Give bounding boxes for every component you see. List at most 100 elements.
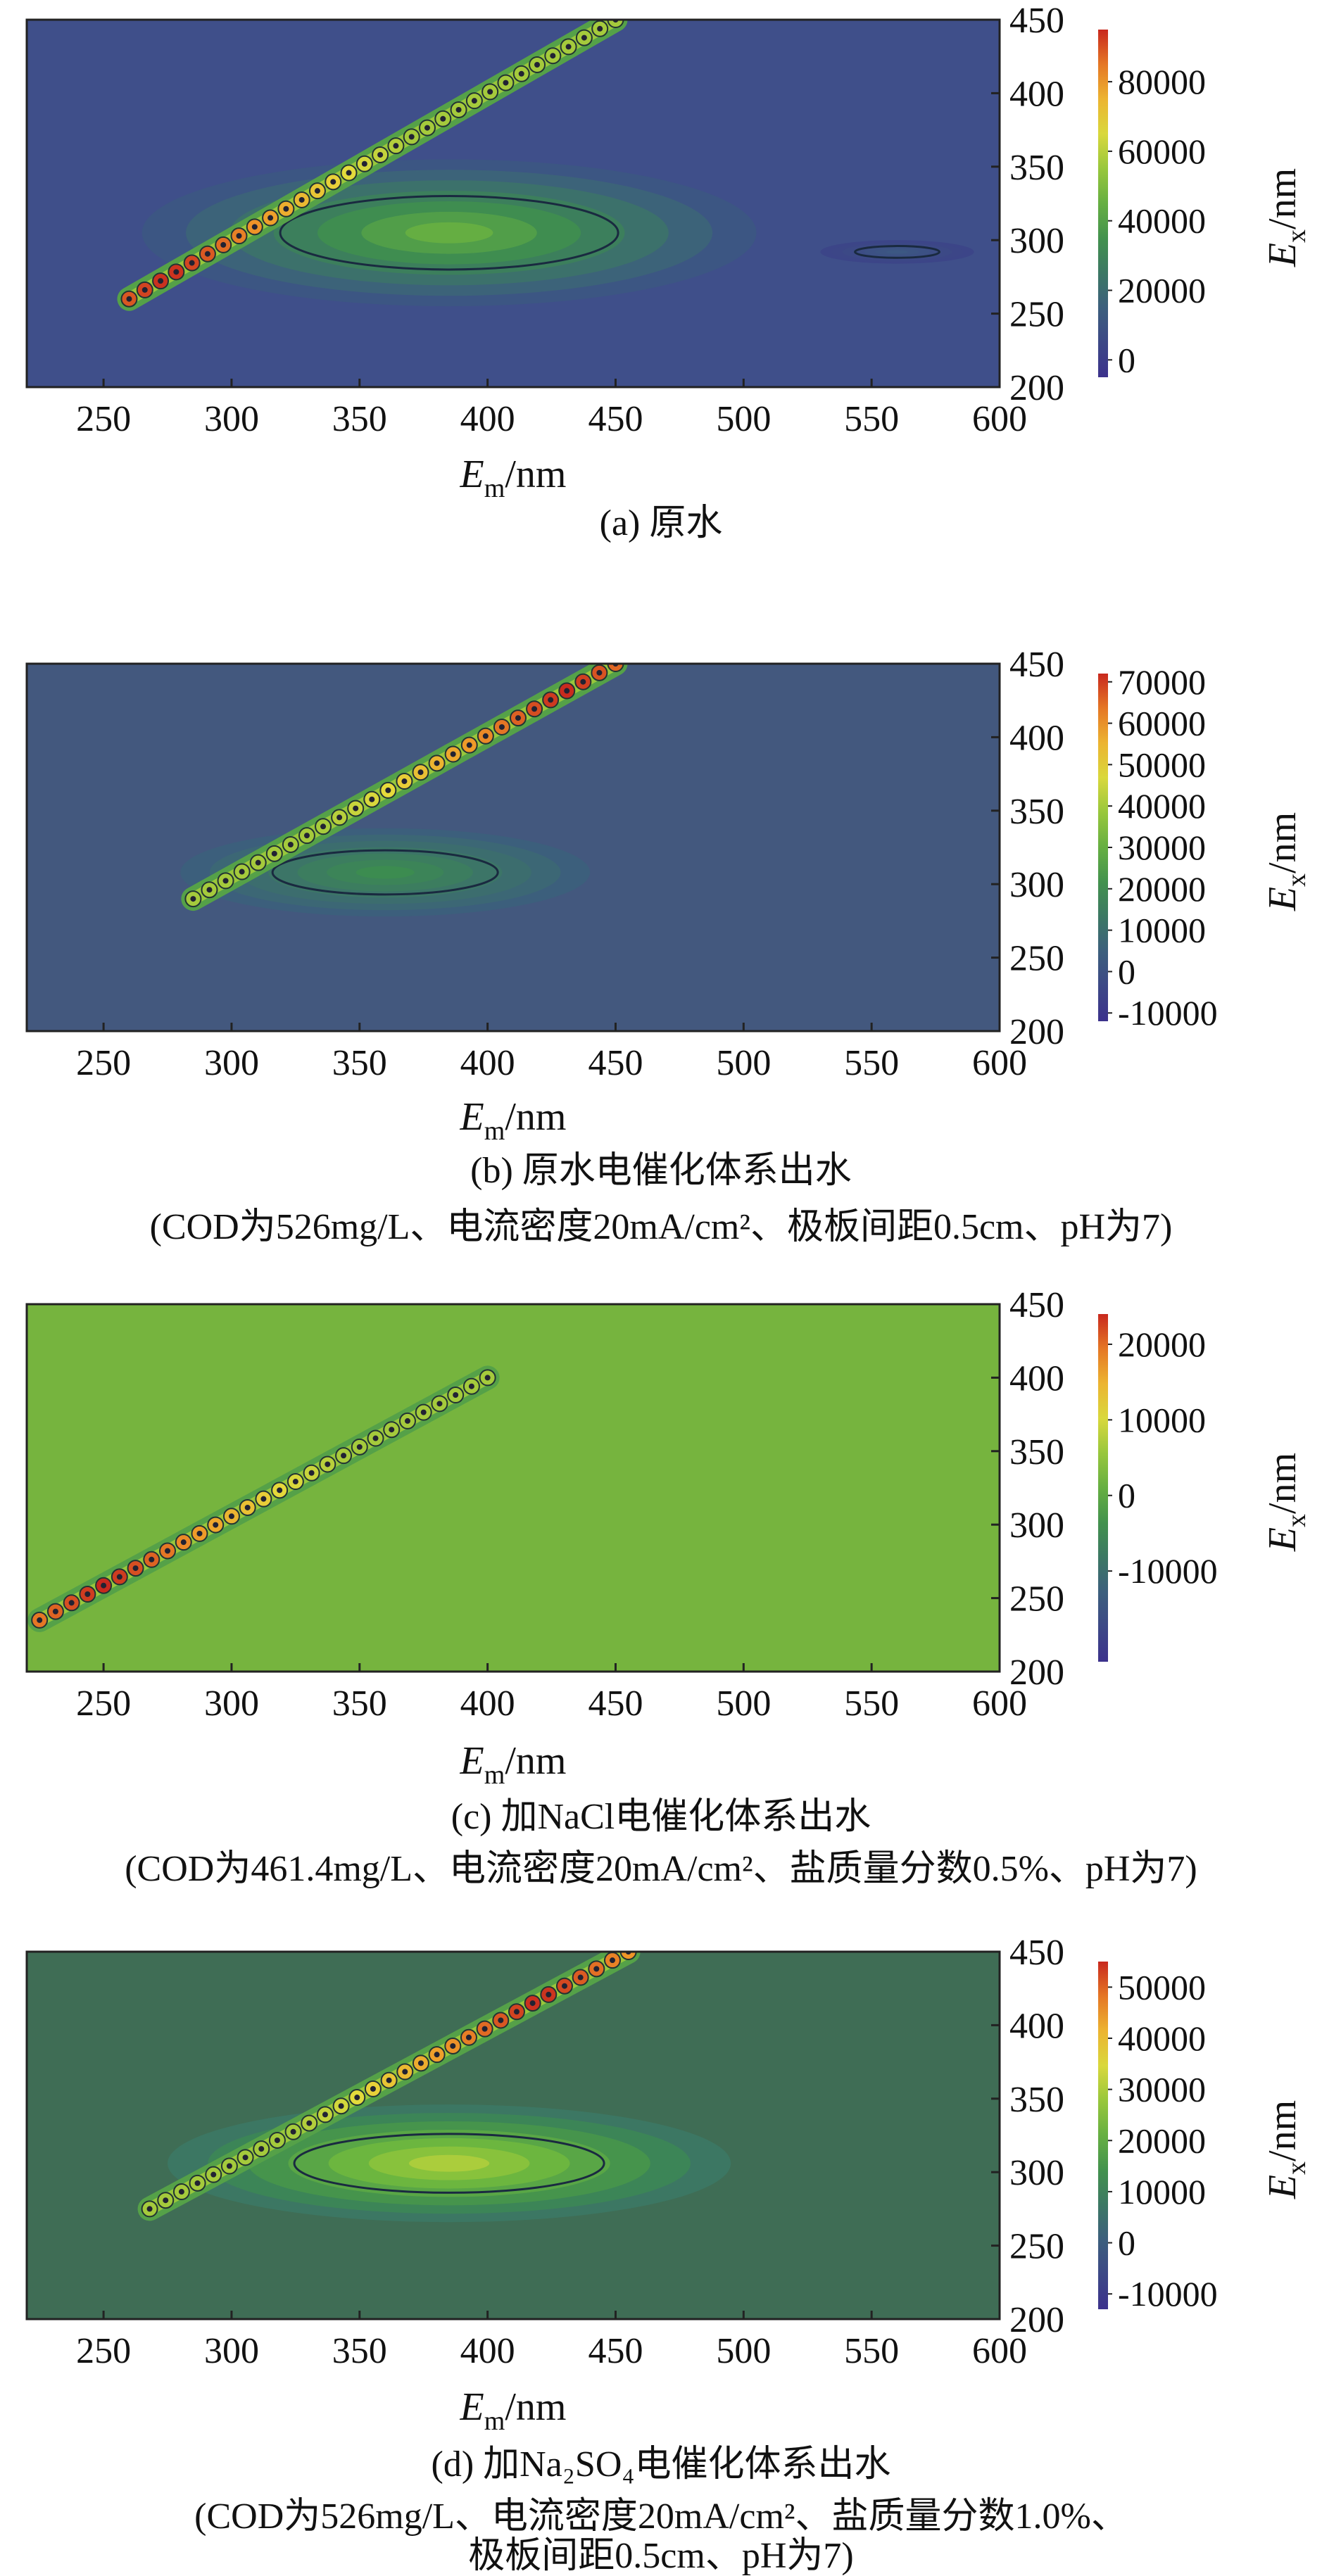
peak-contour bbox=[405, 222, 493, 244]
rayleigh-bead-core bbox=[346, 170, 352, 176]
rayleigh-bead-core bbox=[564, 688, 570, 694]
x-axis-label: Em/nm bbox=[460, 453, 567, 503]
rayleigh-bead-core bbox=[361, 160, 367, 167]
y-tick-label: 400 bbox=[1009, 1358, 1064, 1399]
rayleigh-bead-core bbox=[434, 760, 440, 766]
panel-caption: (a) 原水 bbox=[600, 503, 723, 543]
y-axis-label: Ex/nm bbox=[1261, 168, 1311, 267]
rayleigh-bead-core bbox=[190, 896, 196, 902]
rayleigh-bead bbox=[607, 664, 624, 672]
rayleigh-bead-core bbox=[251, 224, 258, 230]
rayleigh-bead-core bbox=[565, 44, 572, 50]
panel-caption-conditions: 极板间距0.5cm、pH为7) bbox=[468, 2536, 853, 2576]
y-tick-label: 350 bbox=[1009, 792, 1064, 832]
rayleigh-bead-core bbox=[546, 1991, 552, 1997]
rayleigh-bead-core bbox=[322, 2111, 328, 2118]
x-tick-label: 250 bbox=[76, 399, 131, 439]
colorbar-tick-label: 20000 bbox=[1118, 271, 1206, 310]
rayleigh-bead-core bbox=[609, 1957, 615, 1964]
y-tick-label: 200 bbox=[1009, 1653, 1064, 1693]
rayleigh-bead-core bbox=[354, 2095, 360, 2101]
y-tick-label: 250 bbox=[1009, 939, 1064, 979]
rayleigh-bead-core bbox=[330, 179, 336, 185]
y-tick-label: 300 bbox=[1009, 865, 1064, 905]
rayleigh-bead-core bbox=[210, 2171, 217, 2178]
plot-area bbox=[137, 1952, 731, 2223]
colorbar-tick-label: 80000 bbox=[1118, 62, 1206, 101]
panel-caption: (b) 原水电催化体系出水 bbox=[470, 1151, 852, 1191]
rayleigh-bead-core bbox=[481, 2026, 488, 2032]
y-tick-label: 200 bbox=[1009, 1012, 1064, 1052]
y-tick-label: 300 bbox=[1009, 221, 1064, 261]
colorbar bbox=[1098, 30, 1108, 377]
x-tick-label: 550 bbox=[844, 1684, 899, 1724]
rayleigh-bead-core bbox=[228, 1513, 234, 1520]
x-tick-label: 500 bbox=[716, 399, 771, 439]
peak-contour-line bbox=[293, 2133, 605, 2194]
colorbar-tick-label: 10000 bbox=[1118, 1400, 1206, 1439]
rayleigh-bead-core bbox=[453, 1392, 459, 1399]
rayleigh-bead-core bbox=[404, 1418, 410, 1424]
y-tick-label: 200 bbox=[1009, 2300, 1064, 2340]
rayleigh-bead-core bbox=[271, 850, 277, 857]
rayleigh-bead-core bbox=[242, 2154, 248, 2161]
rayleigh-bead-core bbox=[292, 1479, 298, 1485]
x-tick-label: 300 bbox=[204, 1043, 259, 1083]
rayleigh-bead-core bbox=[163, 2197, 169, 2204]
x-tick-label: 450 bbox=[588, 2331, 643, 2371]
rayleigh-bead-core bbox=[222, 878, 229, 884]
y-tick-label: 450 bbox=[1009, 1285, 1064, 1325]
x-tick-label: 300 bbox=[204, 1684, 259, 1724]
rayleigh-bead-core bbox=[561, 1983, 567, 1989]
rayleigh-bead-core bbox=[450, 2043, 456, 2049]
y-tick-label: 450 bbox=[1009, 645, 1064, 685]
rayleigh-bead-core bbox=[303, 833, 310, 839]
peak-contour bbox=[886, 250, 909, 254]
rayleigh-bead-core bbox=[255, 859, 261, 866]
rayleigh-bead-core bbox=[498, 724, 505, 730]
rayleigh-bead-core bbox=[149, 1556, 155, 1562]
rayleigh-bead-core bbox=[402, 2069, 408, 2075]
rayleigh-bead-core bbox=[226, 2163, 232, 2169]
x-tick-label: 550 bbox=[844, 399, 899, 439]
rayleigh-bead-core bbox=[37, 1617, 43, 1623]
y-tick-label: 400 bbox=[1009, 74, 1064, 114]
y-tick-label: 250 bbox=[1009, 1579, 1064, 1620]
rayleigh-bead-core bbox=[550, 53, 556, 59]
rayleigh-bead-core bbox=[534, 61, 541, 68]
x-tick-label: 350 bbox=[332, 399, 387, 439]
x-tick-label: 350 bbox=[332, 1684, 387, 1724]
rayleigh-bead-core bbox=[283, 206, 289, 212]
rayleigh-bead-core bbox=[165, 1548, 171, 1554]
rayleigh-bead-core bbox=[274, 2137, 280, 2143]
plot-frame bbox=[25, 1950, 1001, 2321]
rayleigh-bead-core bbox=[484, 1375, 491, 1381]
rayleigh-bead-core bbox=[548, 697, 554, 703]
rayleigh-bead-core bbox=[417, 769, 424, 776]
x-tick-label: 600 bbox=[972, 2331, 1027, 2371]
rayleigh-bead-core bbox=[132, 1565, 139, 1572]
colorbar-tick-label: 0 bbox=[1118, 1476, 1135, 1515]
rayleigh-bead-core bbox=[424, 125, 430, 131]
rayleigh-bead-core bbox=[372, 1435, 379, 1441]
plot-area bbox=[180, 664, 628, 917]
y-tick-label: 300 bbox=[1009, 1505, 1064, 1546]
colorbar-tick-label: -10000 bbox=[1118, 993, 1218, 1033]
rayleigh-bead-core bbox=[596, 669, 603, 676]
rayleigh-bead-core bbox=[116, 1574, 122, 1580]
colorbar-tick-label: 0 bbox=[1118, 340, 1135, 379]
y-tick-label: 400 bbox=[1009, 2006, 1064, 2046]
rayleigh-bead-core bbox=[465, 2034, 472, 2040]
y-axis-label: Ex/nm bbox=[1261, 1453, 1311, 1552]
rayleigh-bead-core bbox=[244, 1504, 251, 1510]
y-tick-label: 200 bbox=[1009, 368, 1064, 408]
plot-area bbox=[117, 20, 974, 311]
rayleigh-bead-core bbox=[236, 233, 242, 239]
panel-caption: (d) 加Na₂SO₄电催化体系出水 bbox=[432, 2444, 891, 2485]
rayleigh-bead-core bbox=[141, 286, 148, 293]
y-axis-label: Ex/nm bbox=[1261, 2100, 1311, 2199]
rayleigh-bead-core bbox=[471, 98, 477, 104]
x-tick-label: 250 bbox=[76, 1043, 131, 1083]
rayleigh-bead-core bbox=[356, 1444, 363, 1450]
